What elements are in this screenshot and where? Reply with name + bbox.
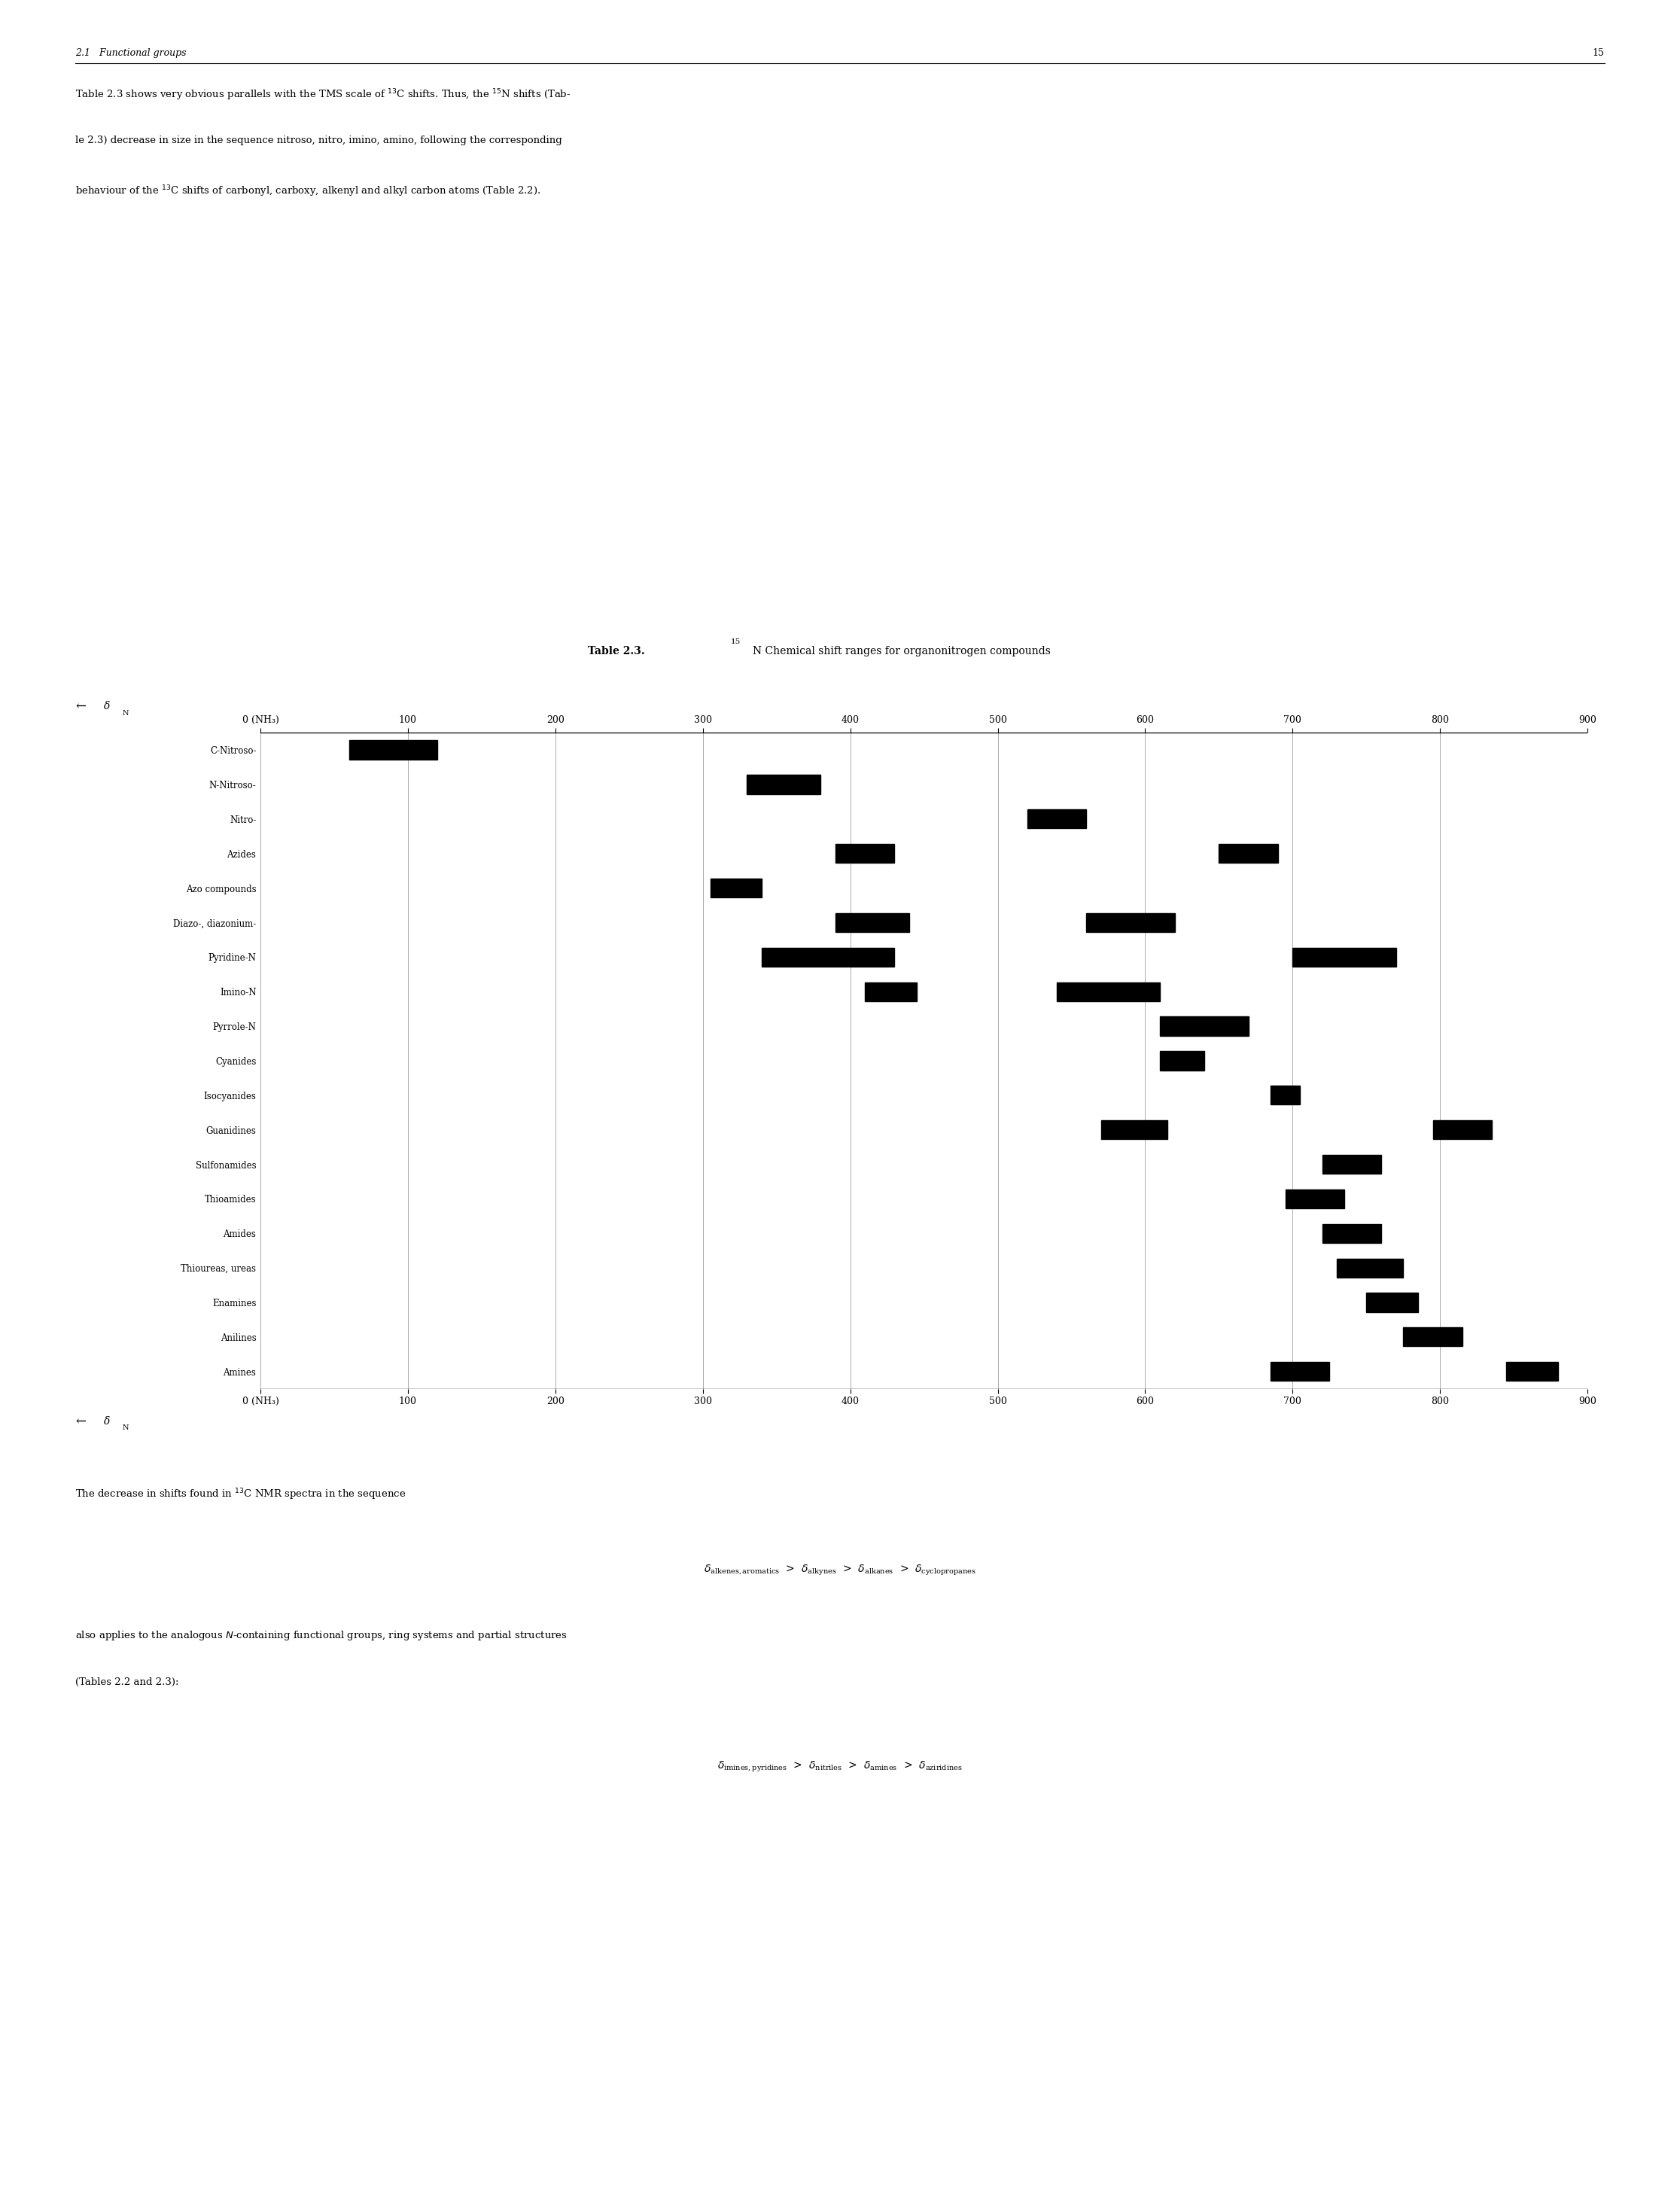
Text: 15: 15 (731, 639, 741, 645)
Text: 2.1   Functional groups: 2.1 Functional groups (76, 48, 186, 57)
Text: le 2.3) decrease in size in the sequence nitroso, nitro, imino, amino, following: le 2.3) decrease in size in the sequence… (76, 136, 563, 144)
Bar (748, 774, 822, 794)
Bar (865, 982, 917, 1002)
Bar (1322, 1225, 1381, 1242)
Text: furazanes: furazanes (852, 954, 887, 960)
Text: 15: 15 (1593, 48, 1604, 57)
Text: δ: δ (104, 1417, 111, 1426)
Text: Table 2.3 shows very obvious parallels with the TMS scale of $^{13}$C shifts. Th: Table 2.3 shows very obvious parallels w… (76, 87, 571, 103)
Text: $\delta_{\mathregular{alkenes, aromatics}}$  >  $\delta_{\mathregular{alkynes}}$: $\delta_{\mathregular{alkenes, aromatics… (704, 1564, 976, 1577)
Bar (1292, 947, 1396, 967)
Text: hydrazones: hydrazones (1063, 989, 1107, 995)
Text: The decrease in shifts found in $^{13}$C NMR spectra in the sequence: The decrease in shifts found in $^{13}$C… (76, 1487, 407, 1502)
Text: Table 2.3.: Table 2.3. (588, 645, 645, 656)
Bar (711, 879, 761, 897)
Bar (349, 741, 437, 759)
Bar (1507, 1363, 1557, 1380)
Bar (1270, 1085, 1300, 1104)
Text: N Chemical shift ranges for organonitrogen compounds: N Chemical shift ranges for organonitrog… (753, 645, 1050, 656)
Text: behaviour of the $^{13}$C shifts of carbonyl, carboxy, alkenyl and alkyl carbon : behaviour of the $^{13}$C shifts of carb… (76, 184, 541, 199)
Text: Aziridines: Aziridines (1287, 1367, 1322, 1376)
Bar (1220, 844, 1278, 864)
Bar (1337, 1258, 1403, 1277)
Bar (1159, 1017, 1248, 1037)
Text: outer: outer (882, 919, 902, 927)
Text: pyrimidines: pyrimidines (1300, 954, 1342, 960)
Text: (Tables 2.2 and 2.3):: (Tables 2.2 and 2.3): (76, 1677, 180, 1686)
Bar (1285, 1190, 1344, 1207)
Bar (1026, 809, 1087, 829)
Bar (1433, 1120, 1492, 1139)
Bar (761, 947, 894, 967)
Bar (1270, 1363, 1329, 1380)
Text: N: N (123, 709, 129, 717)
Text: inner: inner (1094, 919, 1112, 927)
Bar (1403, 1328, 1462, 1347)
Text: outer: outer (867, 851, 887, 857)
Bar (1057, 982, 1159, 1002)
Bar (835, 844, 894, 864)
Text: $\delta_{\mathregular{imines, pyridines}}$  >  $\delta_{\mathregular{nitriles}}$: $\delta_{\mathregular{imines, pyridines}… (717, 1761, 963, 1774)
Bar (1100, 1120, 1168, 1139)
Text: Imino-: Imino- (1137, 1126, 1159, 1133)
Bar (835, 912, 909, 932)
Bar (1366, 1293, 1418, 1312)
Text: δ: δ (104, 702, 111, 711)
Text: inner: inner (1226, 851, 1245, 857)
Bar (1087, 912, 1174, 932)
Text: also applies to the analogous $N$-containing functional groups, ring systems and: also applies to the analogous $N$-contai… (76, 1629, 568, 1642)
Text: Amino-: Amino- (1440, 1126, 1467, 1133)
Text: N: N (123, 1424, 129, 1432)
Bar (1322, 1155, 1381, 1174)
Text: oximes: oximes (882, 989, 909, 995)
Text: ←: ← (76, 700, 86, 713)
Text: ←: ← (76, 1415, 86, 1428)
Bar (1159, 1052, 1205, 1069)
